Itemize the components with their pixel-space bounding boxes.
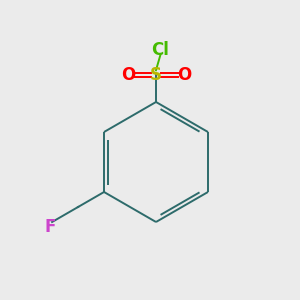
Text: S: S: [150, 66, 162, 84]
Text: O: O: [121, 66, 135, 84]
Text: O: O: [177, 66, 191, 84]
Text: Cl: Cl: [152, 41, 169, 59]
Text: F: F: [45, 218, 56, 236]
